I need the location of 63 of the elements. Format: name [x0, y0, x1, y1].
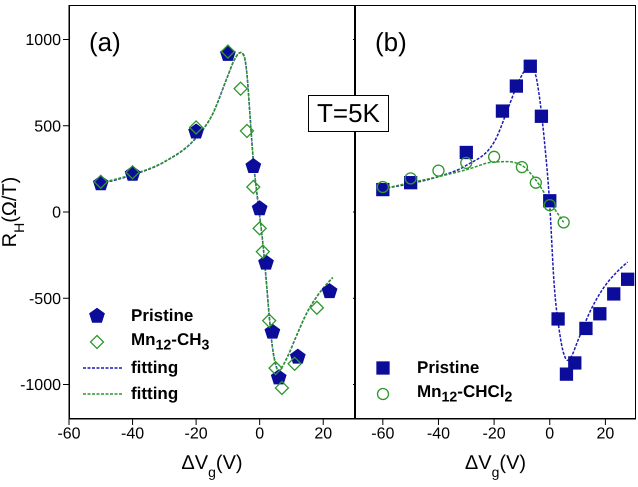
point — [560, 368, 574, 381]
legend-label: Mn$_{12}$-CH$_{3}$ — [131, 330, 210, 354]
point — [524, 60, 537, 73]
point — [568, 356, 582, 370]
y-tick-label: 0 — [52, 204, 62, 222]
legend-label: fitting — [131, 358, 178, 378]
point — [310, 300, 324, 315]
x-tick-label: -60 — [57, 425, 81, 442]
point — [274, 380, 290, 396]
x-tick-label: -40 — [426, 425, 450, 442]
point — [460, 146, 473, 160]
x-tick-label: -20 — [184, 425, 208, 442]
x-tick-label: 20 — [596, 425, 614, 442]
point — [376, 180, 389, 194]
point — [534, 110, 548, 123]
point — [558, 216, 570, 228]
legend-label: Pristine — [131, 306, 194, 326]
y-tick-label: -500 — [28, 290, 62, 308]
point — [252, 221, 267, 236]
y-tick-label: 500 — [34, 118, 62, 136]
y-tick-label: -1000 — [20, 377, 62, 394]
point — [252, 200, 268, 216]
x-tick-label: -20 — [482, 425, 506, 442]
point — [621, 272, 634, 286]
legend-label: Mn$_{12}$-CHCl$_{2}$ — [417, 382, 512, 406]
point — [593, 307, 606, 320]
point — [607, 287, 620, 301]
point — [510, 79, 524, 93]
point — [256, 244, 270, 259]
text: (a) — [89, 27, 121, 58]
point — [544, 198, 556, 212]
point — [233, 82, 248, 96]
point — [579, 322, 593, 336]
point — [268, 360, 283, 376]
annotation: T=5K — [308, 95, 389, 132]
point — [246, 180, 260, 194]
point — [516, 161, 528, 174]
point — [262, 314, 276, 328]
point — [530, 176, 542, 189]
point — [240, 124, 254, 138]
y-tick-label: 1000 — [25, 32, 62, 50]
point — [432, 164, 445, 177]
point — [551, 312, 565, 326]
point — [488, 150, 500, 163]
text: (b) — [375, 27, 407, 58]
x-axis-title: ΔV$_{g}$(V) — [464, 452, 526, 480]
legend-label: Pristine — [417, 358, 480, 378]
point — [496, 104, 510, 118]
x-tick-label: -40 — [120, 425, 144, 442]
x-tick-label: 0 — [255, 425, 264, 442]
point — [264, 324, 280, 339]
point — [404, 172, 417, 185]
legend-label: fitting — [131, 384, 178, 404]
point — [460, 156, 472, 169]
point — [246, 158, 262, 174]
point — [287, 356, 302, 371]
point — [188, 120, 204, 135]
point — [322, 283, 338, 298]
point — [258, 254, 274, 270]
x-tick-label: -60 — [371, 425, 394, 442]
x-tick-label: 20 — [314, 425, 332, 442]
x-axis-title: ΔV$_{g}$(V) — [181, 452, 243, 480]
x-tick-label: 0 — [545, 425, 554, 442]
